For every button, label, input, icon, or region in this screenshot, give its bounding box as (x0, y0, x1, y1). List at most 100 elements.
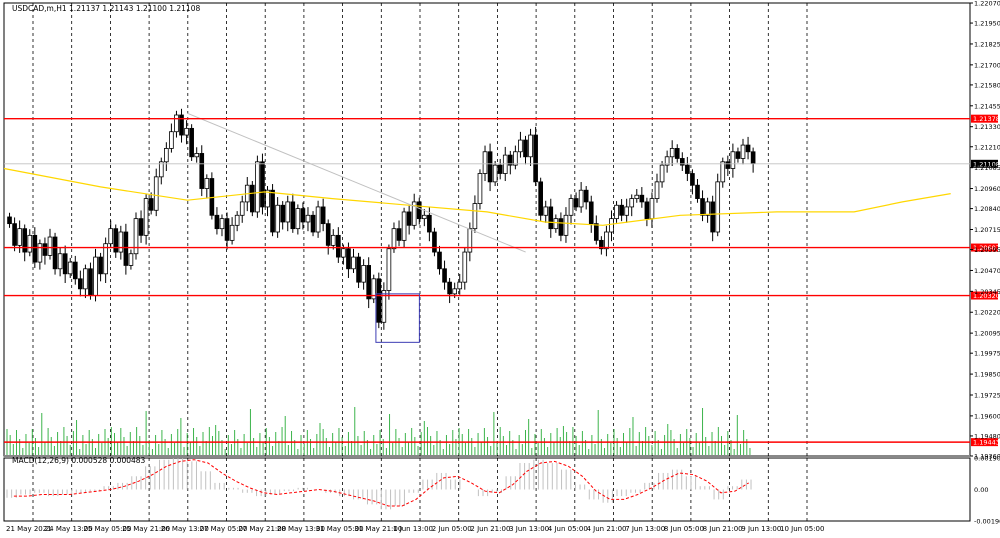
candles[interactable] (7, 108, 756, 330)
candle-body[interactable] (690, 173, 695, 186)
candle-body[interactable] (351, 256, 356, 270)
candle-body[interactable] (280, 204, 286, 223)
candle-body[interactable] (133, 218, 139, 255)
candle-body[interactable] (685, 164, 690, 174)
candle-body[interactable] (720, 161, 726, 183)
candle-body[interactable] (265, 189, 270, 208)
candle-body[interactable] (310, 214, 316, 233)
candle-body[interactable] (543, 206, 549, 216)
candle-body[interactable] (189, 127, 194, 158)
candle-body[interactable] (750, 151, 756, 164)
candle-body[interactable] (336, 234, 341, 258)
candle-body[interactable] (295, 208, 301, 230)
candle-body[interactable] (153, 176, 159, 211)
candle-body[interactable] (725, 161, 731, 169)
candle-body[interactable] (604, 231, 609, 250)
candle-body[interactable] (705, 201, 710, 216)
candle-body[interactable] (78, 278, 83, 290)
candle-body[interactable] (113, 228, 119, 253)
candle-body[interactable] (27, 234, 33, 253)
candle-body[interactable] (255, 161, 260, 213)
candle-body[interactable] (437, 251, 442, 270)
candle-body[interactable] (22, 228, 28, 253)
candle-body[interactable] (118, 231, 124, 253)
candle-body[interactable] (644, 201, 650, 220)
candle-body[interactable] (275, 204, 280, 233)
candle-body[interactable] (654, 181, 660, 199)
candle-body[interactable] (305, 214, 311, 223)
candle-body[interactable] (17, 228, 22, 246)
candle-body[interactable] (169, 131, 174, 149)
candle-body[interactable] (406, 211, 412, 226)
candle-body[interactable] (62, 253, 68, 275)
candle-body[interactable] (452, 288, 457, 295)
candle-body[interactable] (7, 216, 12, 225)
candle-body[interactable] (553, 218, 559, 230)
candle-body[interactable] (614, 204, 619, 220)
candle-body[interactable] (386, 248, 392, 291)
candle-body[interactable] (47, 236, 53, 256)
highlight-rectangle[interactable] (375, 293, 420, 343)
candle-body[interactable] (12, 223, 17, 246)
candle-body[interactable] (467, 228, 473, 253)
candle-body[interactable] (366, 265, 372, 300)
candle-body[interactable] (57, 253, 63, 270)
candle-body[interactable] (533, 134, 538, 183)
candle-body[interactable] (401, 211, 407, 241)
candle-body[interactable] (325, 223, 331, 246)
candle-body[interactable] (270, 189, 275, 233)
candle-body[interactable] (573, 198, 579, 208)
candle-body[interactable] (528, 134, 533, 158)
candle-body[interactable] (83, 268, 88, 290)
candle-body[interactable] (745, 144, 751, 153)
candle-body[interactable] (290, 201, 296, 230)
candle-body[interactable] (229, 224, 235, 241)
candle-body[interactable] (715, 181, 721, 233)
candle-body[interactable] (482, 151, 488, 174)
candle-body[interactable] (548, 206, 554, 230)
candle-body[interactable] (123, 231, 129, 266)
indicator-overlays[interactable]: 1.21378 1.20607 1.20320 1.19443 1.21108 (3, 112, 1000, 447)
candle-body[interactable] (679, 158, 685, 166)
candle-body[interactable] (492, 164, 498, 183)
candle-body[interactable] (558, 218, 564, 236)
candle-body[interactable] (599, 239, 604, 250)
candle-body[interactable] (730, 151, 736, 169)
candle-body[interactable] (416, 201, 422, 220)
candle-body[interactable] (497, 164, 503, 174)
candle-body[interactable] (518, 139, 523, 153)
candle-body[interactable] (624, 206, 629, 216)
candle-body[interactable] (32, 234, 38, 263)
candle-body[interactable] (695, 184, 700, 199)
candle-body[interactable] (674, 148, 680, 159)
candle-body[interactable] (432, 231, 437, 253)
candle-body[interactable] (649, 198, 655, 220)
candle-body[interactable] (735, 151, 741, 159)
candle-body[interactable] (194, 153, 200, 158)
candle-body[interactable] (376, 278, 382, 323)
candle-body[interactable] (346, 248, 351, 270)
candle-body[interactable] (179, 114, 184, 136)
candle-body[interactable] (37, 243, 43, 263)
candle-body[interactable] (523, 139, 528, 158)
candle-body[interactable] (447, 281, 452, 295)
candle-body[interactable] (421, 214, 427, 220)
candle-body[interactable] (108, 228, 114, 245)
candle-body[interactable] (609, 218, 614, 233)
candle-body[interactable] (164, 148, 169, 163)
candle-body[interactable] (234, 214, 240, 226)
candle-body[interactable] (320, 206, 326, 225)
candle-body[interactable] (507, 154, 513, 166)
candle-body[interactable] (472, 203, 478, 230)
candle-body[interactable] (487, 151, 493, 183)
candle-body[interactable] (710, 201, 715, 233)
trendline[interactable] (187, 112, 526, 253)
candle-body[interactable] (174, 114, 179, 133)
candle-body[interactable] (411, 201, 417, 226)
candle-body[interactable] (128, 253, 134, 266)
candle-body[interactable] (538, 181, 543, 216)
candle-body[interactable] (214, 214, 220, 230)
candle-body[interactable] (143, 198, 149, 236)
